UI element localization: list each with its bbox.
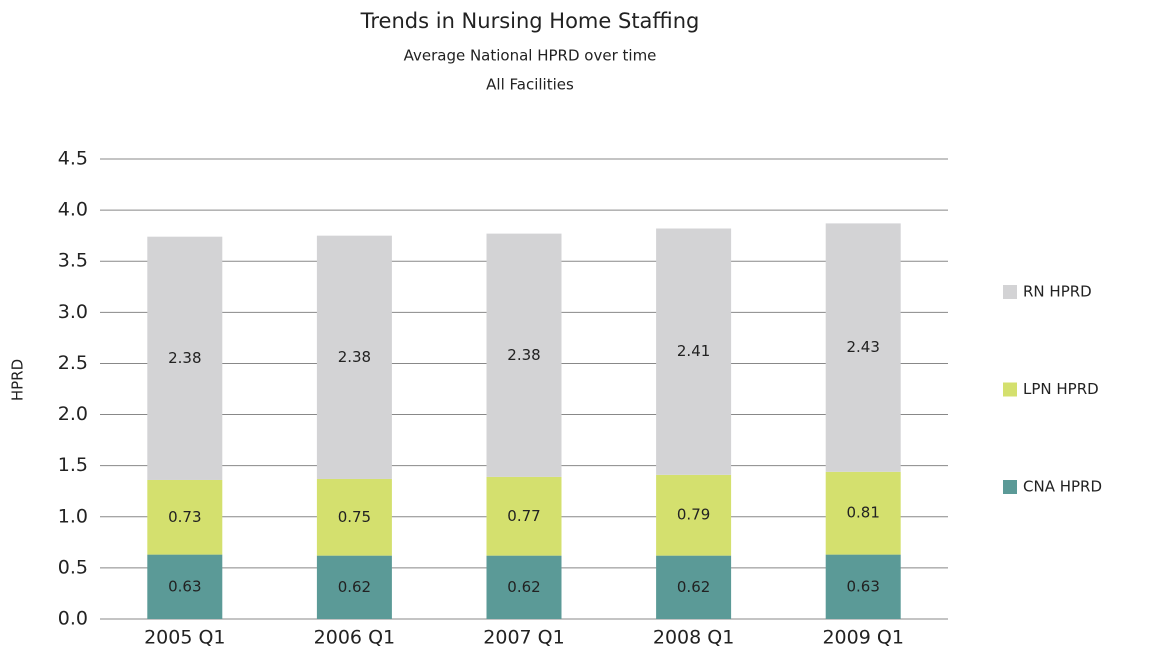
bar-segment: [316, 478, 392, 556]
data-label: 2.38: [168, 349, 201, 367]
x-tick-label: 2009 Q1: [822, 627, 903, 649]
chart-title: Trends in Nursing Home Staffing: [360, 9, 700, 33]
data-label: 0.62: [677, 578, 710, 596]
bar-segment: [656, 228, 732, 475]
chart-subtitle: Average National HPRD over time: [404, 47, 657, 65]
data-label: 2.43: [846, 338, 879, 356]
legend-swatch: [1003, 382, 1017, 397]
y-axis-label: HPRD: [9, 359, 27, 401]
data-label: 0.63: [846, 577, 879, 595]
bar-segment: [825, 223, 901, 472]
data-label: 2.41: [677, 342, 710, 360]
data-label: 2.38: [338, 348, 371, 366]
data-label: 0.62: [338, 578, 371, 596]
y-tick-label: 0.0: [58, 608, 88, 630]
chart-subtitle: All Facilities: [486, 76, 574, 94]
data-label: 0.75: [338, 508, 371, 526]
bar-segment: [825, 554, 901, 619]
legend-label: LPN HPRD: [1023, 380, 1099, 398]
data-label: 0.73: [168, 508, 201, 526]
legend-swatch: [1003, 285, 1017, 299]
y-tick-label: 1.0: [58, 505, 88, 527]
data-label: 0.77: [507, 507, 540, 525]
bar-segment: [147, 479, 223, 555]
y-tick-label: 4.0: [58, 199, 88, 221]
y-tick-label: 0.5: [58, 556, 88, 578]
y-tick-label: 3.5: [58, 250, 88, 272]
bar-segment: [147, 236, 223, 480]
y-tick-label: 4.5: [58, 148, 88, 170]
bar-segment: [825, 471, 901, 555]
bar-segment: [147, 554, 223, 619]
bar-segment: [656, 474, 732, 556]
x-tick-label: 2008 Q1: [653, 627, 734, 649]
x-tick-label: 2006 Q1: [314, 627, 395, 649]
data-label: 0.81: [846, 504, 879, 522]
bar-segment: [486, 555, 562, 619]
data-label: 0.63: [168, 577, 201, 595]
x-tick-label: 2007 Q1: [483, 627, 564, 649]
y-tick-label: 1.5: [58, 454, 88, 476]
bar-segment: [486, 476, 562, 556]
legend-swatch: [1003, 480, 1017, 494]
legend-label: CNA HPRD: [1023, 478, 1102, 496]
bar-segment: [656, 555, 732, 619]
data-label: 0.79: [677, 506, 710, 524]
bar-segment: [316, 555, 392, 619]
bar-segment: [486, 233, 562, 477]
bar-segment: [316, 235, 392, 479]
legend-label: RN HPRD: [1023, 283, 1092, 301]
y-tick-label: 2.0: [58, 403, 88, 425]
data-label: 0.62: [507, 578, 540, 596]
data-label: 2.38: [507, 346, 540, 364]
x-tick-label: 2005 Q1: [144, 627, 225, 649]
y-tick-label: 3.0: [58, 301, 88, 323]
y-tick-label: 2.5: [58, 352, 88, 374]
